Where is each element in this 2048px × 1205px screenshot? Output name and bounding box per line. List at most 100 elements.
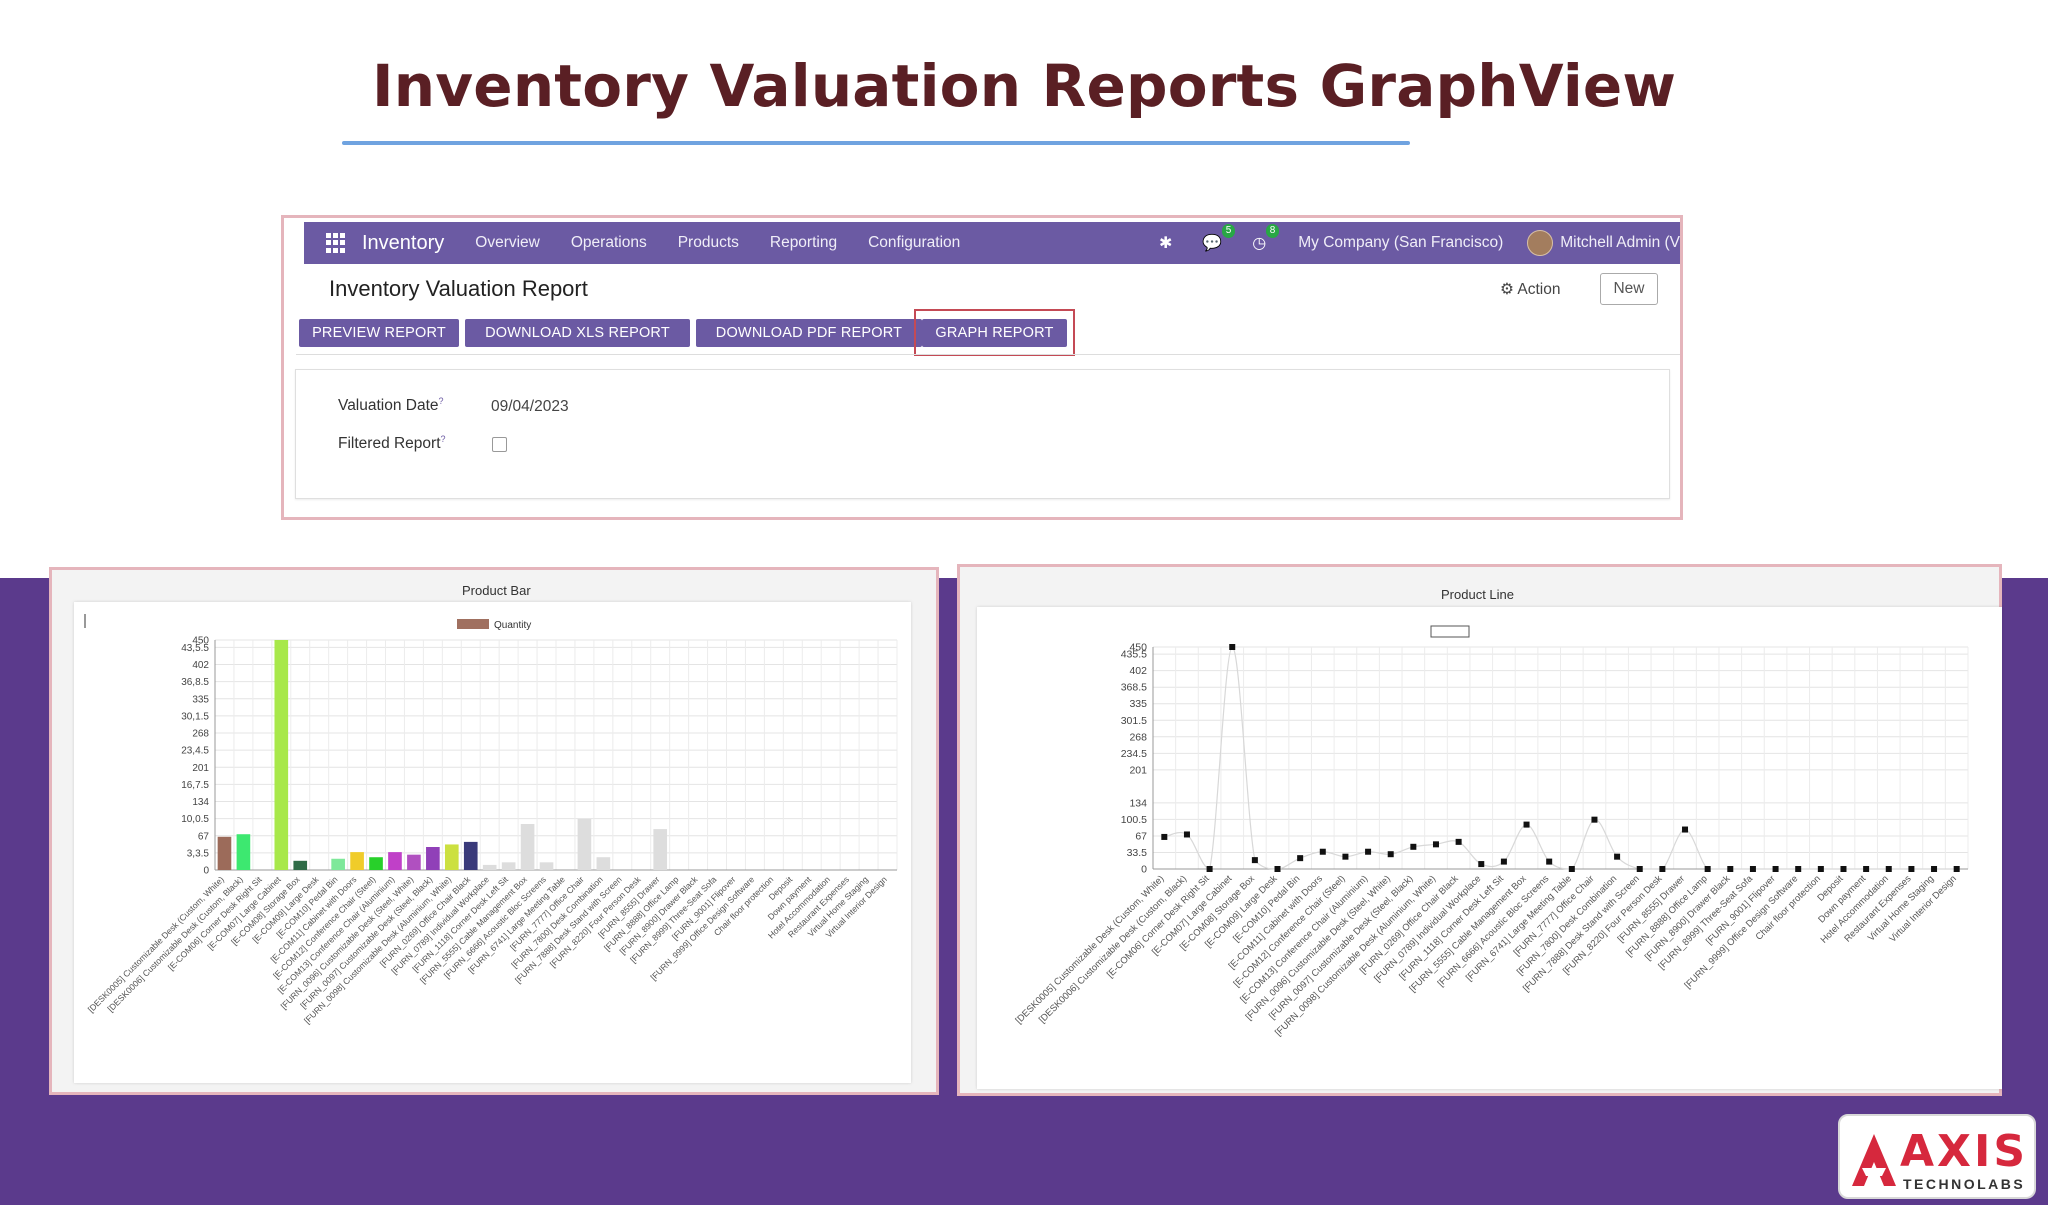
y-tick-label: 435.5 [1121, 649, 1147, 661]
filtered-report-label: Filtered Report? [338, 434, 446, 453]
action-label: Action [1517, 281, 1561, 298]
title-underline [342, 141, 1410, 145]
y-tick-label: 0 [203, 866, 209, 877]
data-point [1229, 644, 1236, 650]
data-point [1183, 831, 1190, 838]
menu-overview[interactable]: Overview [475, 234, 540, 251]
bar [388, 852, 402, 870]
data-point [1636, 866, 1643, 872]
apps-menu-icon[interactable] [326, 233, 346, 253]
y-tick-label: 23,4.5 [181, 746, 209, 757]
gear-icon: ⚙ [1500, 281, 1514, 298]
odoo-screenshot-frame: Inventory Overview Operations Products R… [281, 215, 1683, 520]
preview-report-button[interactable]: PREVIEW REPORT [299, 319, 459, 347]
legend-swatch [457, 619, 489, 629]
data-point [1206, 866, 1213, 872]
data-point [1704, 866, 1711, 872]
bar [501, 862, 516, 870]
y-tick-label: 402 [192, 660, 209, 671]
data-point [1161, 833, 1168, 840]
bar [236, 834, 251, 870]
data-point [1953, 866, 1960, 872]
activities-badge: 8 [1265, 224, 1280, 238]
product-bar-panel: Product Bar 0 3,3.5 67 10,0.5 134 16,7.5 201 23… [49, 567, 939, 1095]
report-title: Inventory Valuation Report [329, 276, 588, 301]
logo-subtitle: TECHNOLABS [1903, 1176, 2026, 1192]
new-button[interactable]: New [1600, 273, 1658, 305]
report-form: Valuation Date? 09/04/2023 Filtered Repo… [295, 369, 1670, 499]
top-navbar: Inventory Overview Operations Products R… [304, 222, 1680, 264]
data-point [1342, 853, 1349, 860]
data-point [1727, 866, 1734, 872]
data-point [1885, 866, 1892, 872]
product-line-panel: Product Line 0 33.5 67 100.5 134 201 234.5 268 3… [957, 564, 2002, 1096]
bar [577, 818, 592, 870]
bar [482, 864, 497, 870]
data-point [1455, 838, 1462, 845]
data-point [1365, 848, 1372, 855]
menu-configuration[interactable]: Configuration [868, 234, 961, 251]
download-xls-report-button[interactable]: DOWNLOAD XLS REPORT [465, 319, 690, 347]
data-point [1478, 861, 1485, 868]
activities-clock-icon[interactable]: ◷ 8 [1252, 224, 1280, 253]
user-avatar[interactable] [1527, 230, 1554, 256]
y-tick-label: 402 [1129, 665, 1147, 677]
bar [293, 860, 308, 870]
y-tick-label: 335 [1129, 698, 1147, 710]
action-menu[interactable]: ⚙ Action [1500, 280, 1560, 299]
download-pdf-report-button[interactable]: DOWNLOAD PDF REPORT [696, 319, 922, 347]
y-tick-label: 43,5.5 [181, 643, 209, 654]
company-switcher[interactable]: My Company (San Francisco) [1298, 234, 1504, 251]
data-point [1251, 857, 1258, 864]
data-point [1523, 821, 1530, 828]
filtered-report-checkbox[interactable] [492, 437, 507, 452]
valuation-date-label: Valuation Date? [338, 396, 444, 415]
data-point [1500, 858, 1507, 865]
y-tick-label: 0 [1141, 864, 1147, 876]
menu-products[interactable]: Products [677, 234, 739, 251]
logo-name: AXIS [1900, 1126, 2029, 1177]
y-tick-label: 201 [192, 763, 209, 774]
y-tick-label: 301.5 [1121, 715, 1147, 727]
user-menu[interactable]: Mitchell Admin (V [1560, 234, 1680, 251]
y-tick-label: 268 [192, 729, 209, 740]
bar [596, 857, 611, 870]
y-tick-label: 100.5 [1121, 814, 1147, 826]
graph-report-highlight [914, 309, 1075, 356]
legend-box [1430, 625, 1470, 638]
data-point [1568, 866, 1575, 872]
data-point [1817, 866, 1824, 872]
app-name[interactable]: Inventory [362, 231, 445, 254]
data-point [1840, 866, 1847, 872]
x-tick-label: [DESK0006] Customizable Desk (Custom, Bl… [1036, 873, 1188, 1025]
bar-chart: 0 3,3.5 67 10,0.5 134 16,7.5 201 23,4.5 268 30,1.… [84, 614, 898, 1026]
bar [520, 824, 535, 870]
graph-report-button[interactable]: GRAPH REPORT [922, 319, 1067, 347]
data-point [1297, 855, 1304, 862]
debug-bug-icon[interactable]: ✱ [1158, 235, 1173, 252]
data-point [1908, 866, 1915, 872]
bar [217, 836, 232, 870]
menu-operations[interactable]: Operations [570, 234, 647, 251]
bar [331, 858, 345, 870]
x-tick-label: [DESK0006] Customizable Desk (Custom, Bl… [105, 874, 245, 1014]
data-point [1319, 848, 1326, 855]
bar [426, 847, 440, 870]
data-point [1274, 866, 1281, 872]
help-icon: ? [438, 396, 444, 406]
menu-reporting[interactable]: Reporting [769, 234, 838, 251]
y-tick-label: 67 [1135, 830, 1147, 842]
x-tick-label: [DESK0005] Customizable Desk (Custom, Wh… [1013, 873, 1166, 1026]
bar-chart-title: Product Bar [462, 583, 531, 598]
data-point [1659, 866, 1666, 872]
bar [444, 844, 459, 870]
line-chart-title: Product Line [1441, 587, 1514, 602]
valuation-date-field[interactable]: 09/04/2023 [491, 398, 569, 415]
data-point [1614, 853, 1621, 860]
y-tick-label: 134 [192, 797, 209, 808]
page-title: Inventory Valuation Reports GraphView [372, 52, 1677, 120]
y-tick-label: 36,8.5 [181, 677, 209, 688]
bar [653, 829, 668, 870]
messages-chat-icon[interactable]: 💬 5 [1202, 224, 1236, 253]
bar [274, 640, 289, 870]
